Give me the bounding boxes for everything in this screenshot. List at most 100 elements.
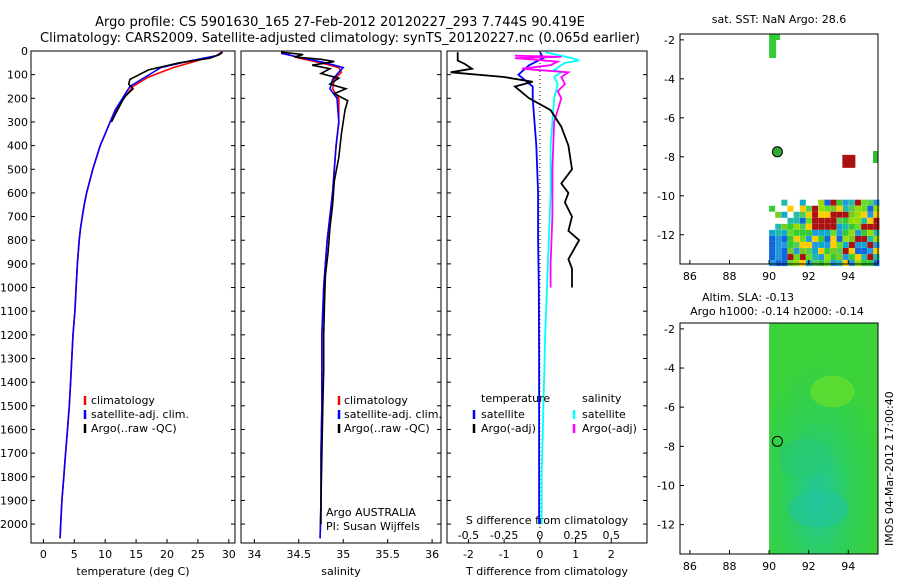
sst-cell (818, 235, 825, 242)
y-tick-label: 1600 (0, 423, 28, 436)
y-tick-label: 700 (7, 211, 28, 224)
sst-cell (873, 235, 880, 242)
sst-cell (873, 248, 880, 255)
series-climatology (285, 52, 343, 539)
series-s-argo-adj- (514, 54, 572, 288)
sst-cell (775, 248, 782, 255)
sst-cell (824, 211, 831, 218)
sst-cell (793, 260, 800, 267)
sst-cell (787, 235, 794, 242)
x-tick-label: -1 (499, 548, 510, 561)
x-axis-label: T difference from climatology (465, 565, 628, 578)
figure-title-line1: Argo profile: CS 5901630_165 27-Feb-2012… (95, 15, 585, 30)
legend-title-temperature: temperature (481, 392, 550, 405)
sst-cell (861, 229, 868, 236)
x-tick-label: 35 (336, 548, 350, 561)
sst-cell (842, 235, 849, 242)
sst-cell (830, 235, 837, 242)
sst-cell (867, 254, 874, 261)
sst-cell (842, 254, 849, 261)
sst-cell (793, 229, 800, 236)
sst-cell (855, 235, 862, 242)
sst-cell (842, 199, 849, 206)
sst-cell (842, 154, 856, 168)
x-tick-label: 10 (98, 548, 112, 561)
sst-cell (873, 199, 880, 206)
sla-patch (788, 490, 849, 527)
sst-cell (769, 229, 776, 236)
x-tick-label: 25 (191, 548, 205, 561)
sst-cell (836, 254, 843, 261)
sst-cell (799, 235, 806, 242)
sst-cell (799, 229, 806, 236)
sst-cell (848, 205, 855, 212)
sst-cell (848, 248, 855, 255)
sst-cell (830, 205, 837, 212)
lat-tick-label: -10 (657, 190, 675, 203)
sst-cell (799, 241, 806, 248)
sst-cell (775, 223, 782, 230)
lat-tick-label: -2 (664, 34, 675, 47)
plot-frame (30, 50, 236, 544)
sst-cell (793, 217, 800, 224)
sst-cell (836, 260, 843, 267)
sst-cell (867, 229, 874, 236)
float-annotation: PI: Susan Wijffels (326, 520, 420, 533)
sst-cell (824, 241, 831, 248)
sst-cell (855, 205, 862, 212)
sst-cell (873, 150, 878, 163)
lon-tick-label: 88 (723, 560, 737, 573)
sst-cell (812, 223, 819, 230)
lat-tick-label: -10 (657, 479, 675, 492)
y-tick-label: 1900 (0, 494, 28, 507)
sst-cell (842, 205, 849, 212)
sst-cell (836, 211, 843, 218)
sst-cell (830, 241, 837, 248)
y-tick-label: 1300 (0, 353, 28, 366)
sst-cell (824, 205, 831, 212)
sst-cell (842, 211, 849, 218)
x-tick-label: 36 (425, 548, 439, 561)
sst-cell (842, 260, 849, 267)
sst-cell (769, 241, 776, 248)
sst-cell (848, 254, 855, 261)
sst-cell (824, 260, 831, 267)
y-tick-label: 800 (7, 234, 28, 247)
sst-cell (805, 235, 812, 242)
sst-cell (861, 223, 868, 230)
y-tick-label: 0 (21, 45, 28, 58)
sst-cell (861, 248, 868, 255)
s-tick-label: 0.5 (603, 529, 621, 542)
sst-cell (787, 217, 794, 224)
sst-cell (799, 254, 806, 261)
sst-cell (769, 34, 777, 58)
sla-patch (778, 438, 831, 479)
sst-cell (812, 235, 819, 242)
sst-cell (824, 235, 831, 242)
plot-frame (240, 50, 442, 544)
float-annotation: Argo AUSTRALIA (326, 506, 416, 519)
series-satellite-adj-clim- (59, 51, 223, 539)
sst-cell (855, 211, 862, 218)
sst-cell (867, 211, 874, 218)
sst-cell (824, 199, 831, 206)
sst-cell (873, 217, 880, 224)
sst-cell (867, 217, 874, 224)
lat-tick-label: -2 (664, 323, 675, 336)
x-tick-label: 35.5 (375, 548, 400, 561)
legend-label: satellite (582, 408, 626, 421)
sst-cell (830, 248, 837, 255)
x-tick-label: 30 (222, 548, 236, 561)
sst-cell (867, 248, 874, 255)
sst-cell (836, 229, 843, 236)
sst-cell (781, 254, 788, 261)
sst-cell (830, 260, 837, 267)
argo-position-marker (771, 146, 783, 158)
sst-cell (781, 248, 788, 255)
lat-tick-label: -8 (664, 151, 675, 164)
figure-title-line2: Climatology: CARS2009. Satellite-adjuste… (40, 31, 640, 46)
sst-cell (861, 235, 868, 242)
y-tick-label: 500 (7, 163, 28, 176)
sst-cell (824, 229, 831, 236)
